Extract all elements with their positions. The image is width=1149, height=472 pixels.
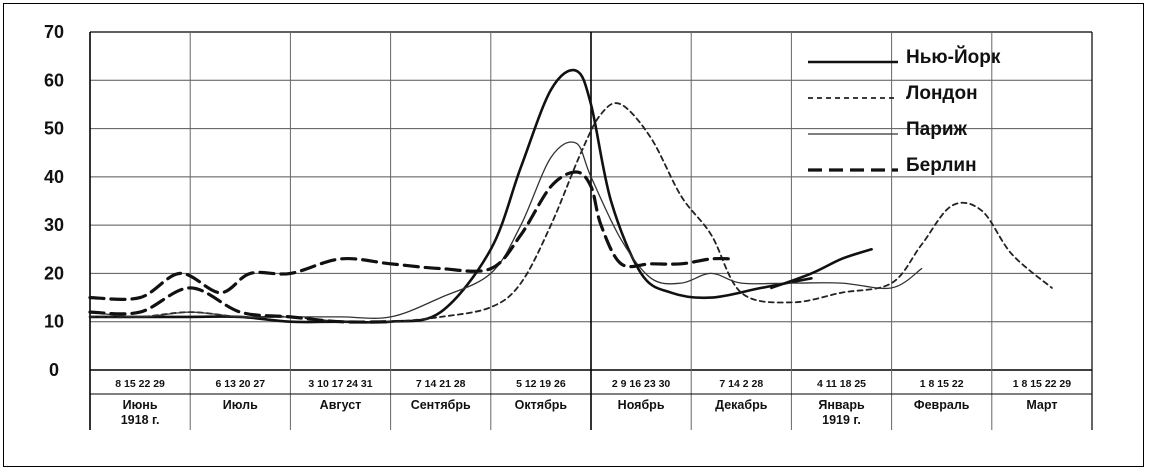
series-line-3 [88, 170, 733, 301]
y-tick-label: 40 [44, 167, 64, 187]
week-dates-label: 7 14 21 28 [416, 378, 466, 390]
year-label: 1919 г. [822, 413, 861, 427]
y-tick-label: 0 [49, 360, 59, 380]
month-label: Март [1026, 398, 1057, 412]
month-label: Сентябрь [411, 398, 471, 412]
legend-label: Париж [906, 119, 968, 140]
series-line-5 [770, 248, 873, 290]
y-tick-label: 60 [44, 70, 64, 90]
legend-label: Берлин [906, 155, 977, 176]
month-label: Декабрь [715, 398, 768, 412]
y-tick-label: 70 [44, 22, 64, 42]
week-dates-label: 1 8 15 22 [920, 378, 964, 390]
week-dates-label: 1 8 15 22 29 [1013, 378, 1072, 390]
series-line-4 [88, 286, 393, 324]
month-label: Июль [223, 398, 258, 412]
week-dates-label: 8 15 22 29 [115, 378, 165, 390]
month-label: Февраль [914, 398, 970, 412]
week-dates-label: 2 9 16 23 30 [612, 378, 671, 390]
y-tick-label: 20 [44, 263, 64, 283]
month-label: Июнь [123, 398, 158, 412]
week-dates-label: 7 14 2 28 [719, 378, 763, 390]
week-dates-label: 5 12 19 26 [516, 378, 566, 390]
month-label: Август [320, 398, 362, 412]
month-label: Октябрь [515, 398, 568, 412]
legend-label: Лондон [906, 83, 978, 104]
week-dates-label: 3 10 17 24 31 [308, 378, 372, 390]
month-label: Январь [818, 398, 865, 412]
series-line-0 [88, 68, 813, 324]
week-dates-label: 6 13 20 27 [215, 378, 265, 390]
month-label: Ноябрь [618, 398, 665, 412]
y-tick-label: 30 [44, 215, 64, 235]
week-dates-label: 4 11 18 25 [817, 378, 866, 390]
chart-frame [3, 3, 1144, 467]
y-tick-label: 10 [44, 312, 64, 332]
year-label: 1918 г. [121, 413, 160, 427]
y-tick-label: 50 [44, 119, 64, 139]
legend-label: Нью-Йорк [906, 46, 1001, 68]
